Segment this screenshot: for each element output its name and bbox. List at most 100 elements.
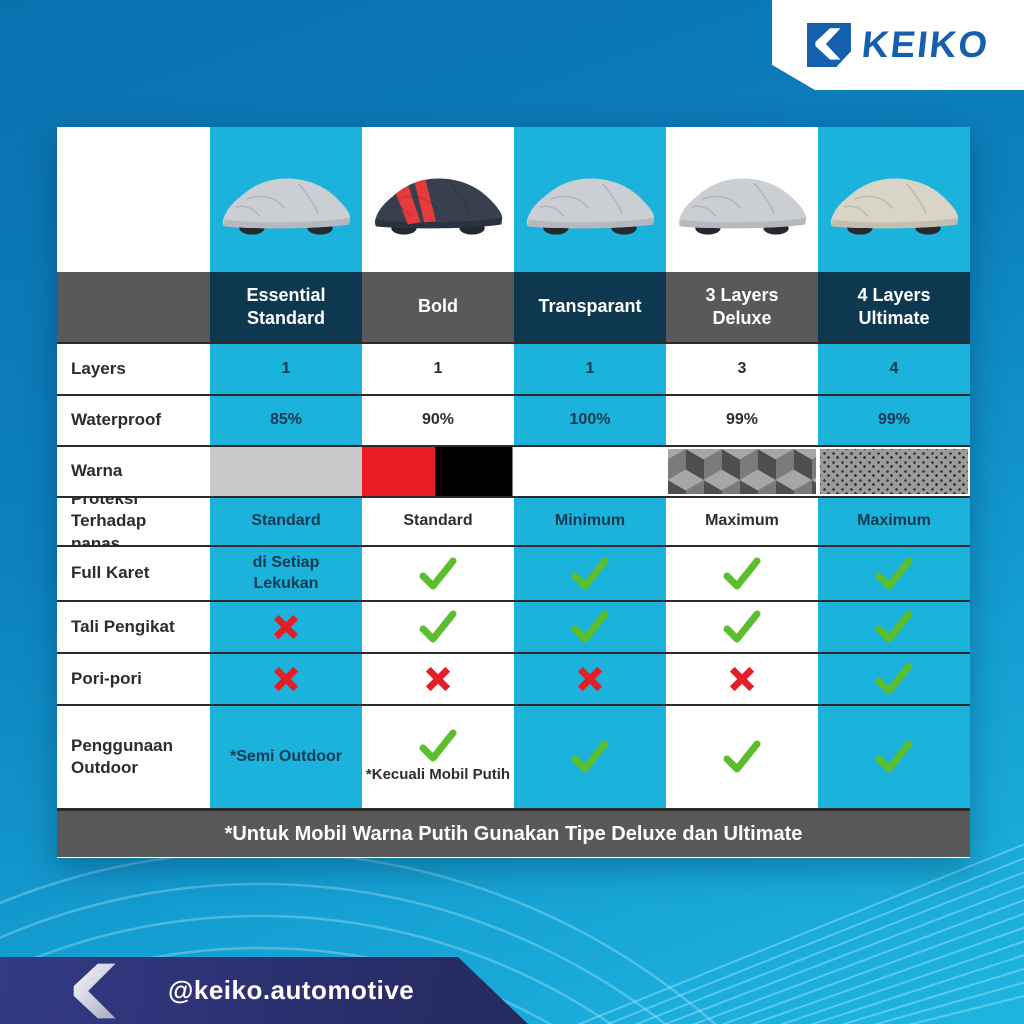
product-image-cell bbox=[57, 127, 210, 272]
color-swatch-speckle-texture bbox=[818, 447, 970, 496]
product-image-cell bbox=[818, 127, 970, 272]
color-swatch-speckle-texture bbox=[818, 445, 970, 496]
car-cover-image bbox=[365, 141, 511, 259]
color-swatch-cubes-texture bbox=[666, 447, 818, 496]
row-label-text: Full Karet bbox=[71, 563, 150, 583]
color-swatch-red-black bbox=[362, 445, 514, 496]
ribbon-chevron-icon bbox=[52, 962, 134, 1024]
value-text: 1 bbox=[281, 359, 291, 377]
value-cell bbox=[818, 600, 970, 652]
value-cell bbox=[210, 652, 362, 704]
value-cell bbox=[362, 600, 514, 652]
row-label-text: Waterproof bbox=[71, 410, 162, 430]
value-cell: *Kecuali Mobil Putih bbox=[362, 704, 514, 808]
check-icon bbox=[874, 740, 914, 774]
row-label-text: Pori-pori bbox=[71, 668, 142, 688]
value-cell: *Semi Outdoor bbox=[210, 704, 362, 808]
row-label-text: Layers bbox=[71, 358, 126, 378]
color-swatch-gray bbox=[210, 447, 362, 496]
value-text: 99% bbox=[877, 411, 911, 429]
check-icon bbox=[418, 610, 458, 644]
row-label: Layers bbox=[57, 342, 210, 394]
value-text: 90% bbox=[421, 411, 455, 429]
value-text: *Kecuali Mobil Putih bbox=[365, 766, 511, 784]
cross-icon bbox=[727, 664, 757, 694]
value-cell: 4 bbox=[818, 342, 970, 394]
check-icon bbox=[722, 740, 762, 774]
check-with-note: *Kecuali Mobil Putih bbox=[366, 729, 510, 785]
value-cell: di Setiap Lekukan bbox=[210, 545, 362, 600]
product-image-cell bbox=[666, 127, 818, 272]
value-text: Maximum bbox=[705, 512, 779, 530]
check-icon bbox=[418, 557, 458, 591]
value-text: 1 bbox=[433, 359, 443, 377]
product-image-cell bbox=[514, 127, 666, 272]
color-swatch-red-black bbox=[362, 447, 514, 496]
check-icon bbox=[874, 610, 914, 644]
row-label: Proteksi Terhadap panas bbox=[57, 496, 210, 545]
social-ribbon: @keiko.automotive bbox=[0, 957, 528, 1024]
row-label-text: Penggunaan Outdoor bbox=[71, 735, 174, 777]
value-cell bbox=[362, 652, 514, 704]
footer-note-text: *Untuk Mobil Warna Putih Gunakan Tipe De… bbox=[224, 822, 803, 845]
value-text: Maximum bbox=[857, 512, 931, 530]
logo-box: KEIKO bbox=[772, 0, 1024, 90]
value-text: 4 bbox=[889, 359, 899, 377]
column-header-label: Essential Standard bbox=[246, 284, 326, 328]
car-cover-image bbox=[517, 141, 663, 259]
check-icon bbox=[570, 557, 610, 591]
row-label-text: Tali Pengikat bbox=[71, 616, 175, 636]
car-cover-image bbox=[821, 141, 967, 259]
value-text: Minimum bbox=[554, 512, 626, 530]
column-header: Bold bbox=[362, 272, 514, 342]
value-cell bbox=[514, 600, 666, 652]
product-image-cell bbox=[210, 127, 362, 272]
keiko-logo-mark-icon bbox=[806, 22, 852, 68]
row-label: Full Karet bbox=[57, 545, 210, 600]
column-header: 3 Layers Deluxe bbox=[666, 272, 818, 342]
value-cell bbox=[362, 545, 514, 600]
row-label: Warna bbox=[57, 445, 210, 496]
color-swatch-cubes-texture bbox=[666, 445, 818, 496]
value-text: Standard bbox=[251, 512, 321, 530]
value-cell bbox=[666, 545, 818, 600]
car-cover-image bbox=[669, 141, 815, 259]
value-cell: 1 bbox=[514, 342, 666, 394]
social-handle: @keiko.automotive bbox=[168, 975, 415, 1005]
value-text: 85% bbox=[269, 411, 303, 429]
value-text: *Semi Outdoor bbox=[229, 747, 342, 765]
row-label: Waterproof bbox=[57, 394, 210, 445]
check-icon bbox=[722, 557, 762, 591]
check-icon bbox=[874, 557, 914, 591]
comparison-table: Essential Standard Bold Transparant 3 Layer… bbox=[57, 127, 970, 858]
value-cell bbox=[818, 545, 970, 600]
value-text: 100% bbox=[569, 411, 611, 429]
row-label: Pori-pori bbox=[57, 652, 210, 704]
check-icon bbox=[722, 610, 762, 644]
check-icon bbox=[570, 740, 610, 774]
cross-icon bbox=[575, 664, 605, 694]
row-label-text: Warna bbox=[71, 461, 123, 481]
product-image-cell bbox=[362, 127, 514, 272]
value-cell: Maximum bbox=[818, 496, 970, 545]
value-text: 3 bbox=[737, 359, 747, 377]
value-text: 1 bbox=[585, 359, 595, 377]
row-label: Penggunaan Outdoor bbox=[57, 704, 210, 808]
column-header-label: Bold bbox=[418, 296, 458, 317]
value-cell: 99% bbox=[818, 394, 970, 445]
column-header: Essential Standard bbox=[210, 272, 362, 342]
cross-icon bbox=[271, 664, 301, 694]
value-cell: Maximum bbox=[666, 496, 818, 545]
value-cell bbox=[666, 704, 818, 808]
value-cell: 3 bbox=[666, 342, 818, 394]
value-cell: 100% bbox=[514, 394, 666, 445]
value-cell bbox=[818, 652, 970, 704]
check-icon bbox=[570, 610, 610, 644]
value-cell bbox=[514, 704, 666, 808]
keiko-wordmark: KEIKO bbox=[860, 24, 992, 65]
value-text: di Setiap Lekukan bbox=[252, 553, 320, 592]
value-cell: 85% bbox=[210, 394, 362, 445]
column-header: Transparant bbox=[514, 272, 666, 342]
value-cell: Standard bbox=[210, 496, 362, 545]
